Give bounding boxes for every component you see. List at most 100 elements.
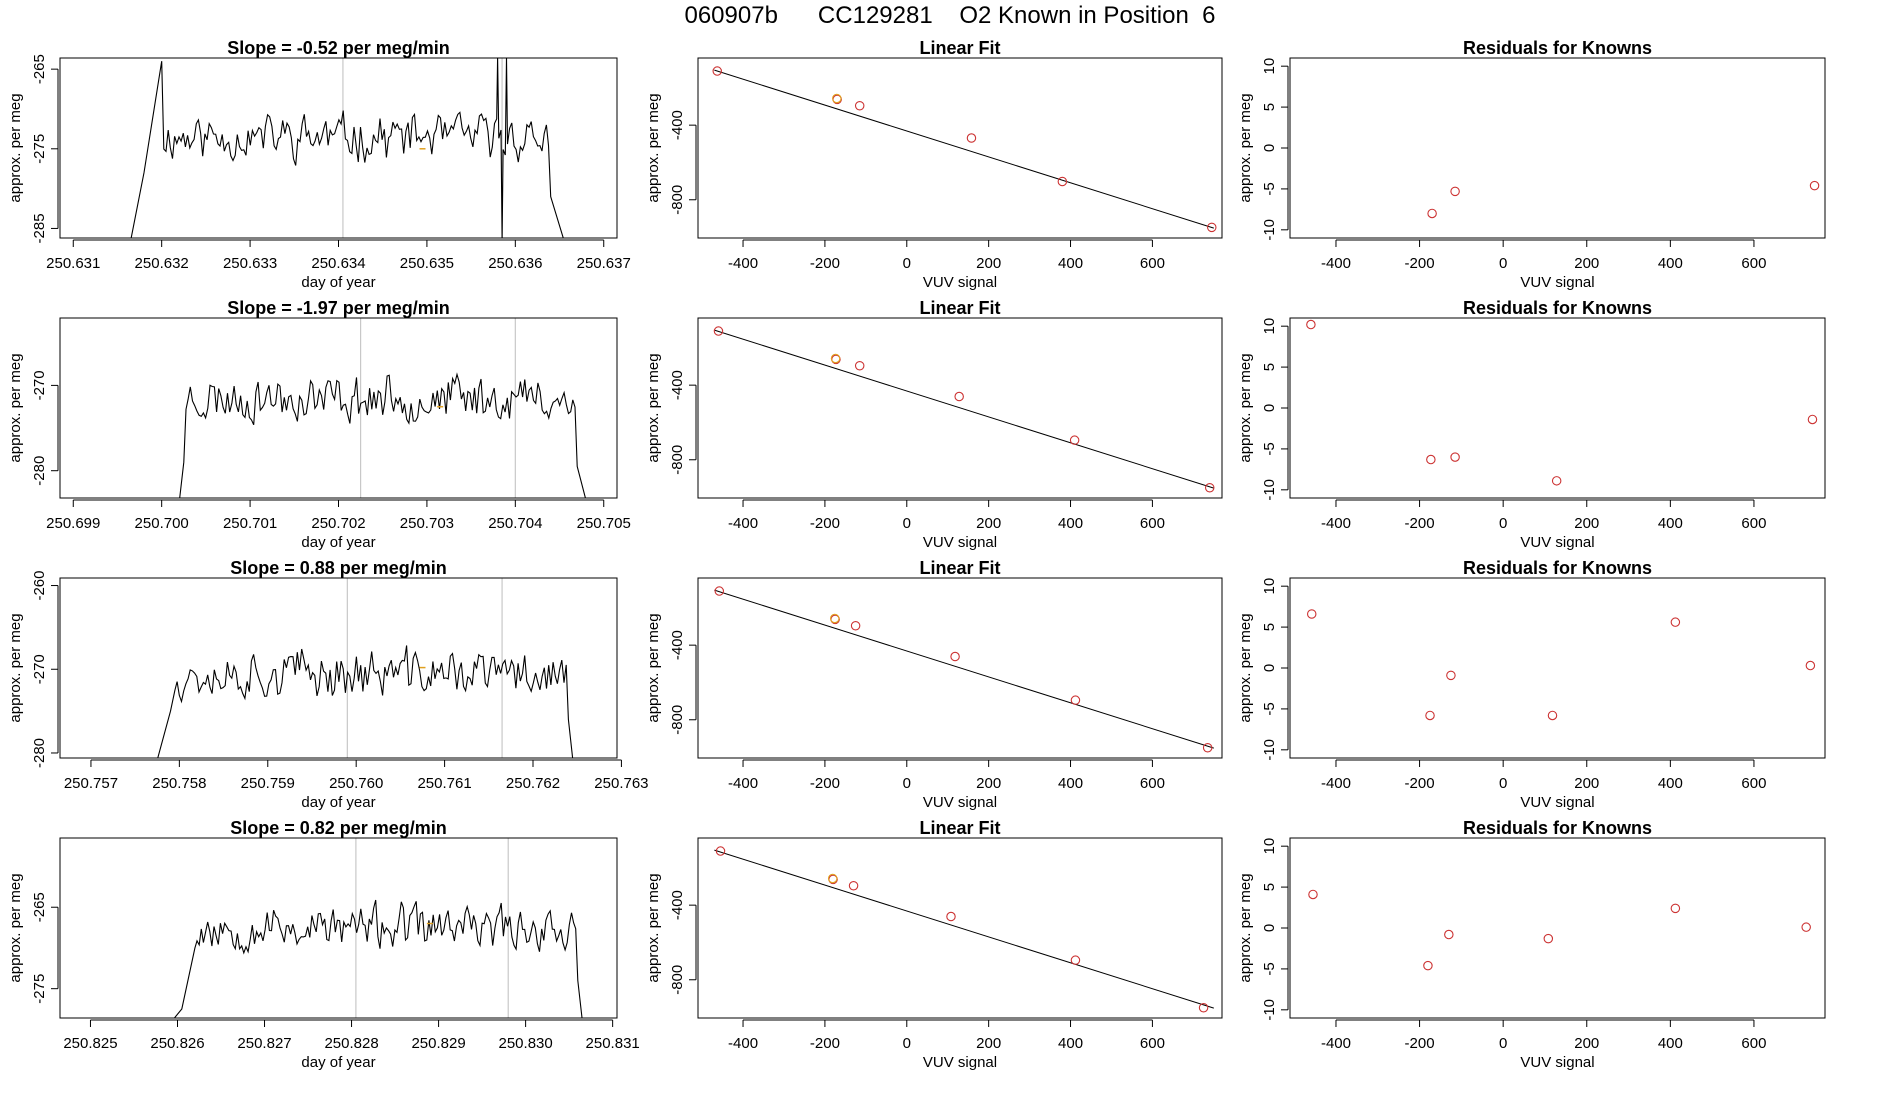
plot-frame bbox=[697, 837, 1223, 1019]
panel-residuals-1: Residuals for Knowns -400 -200 0 200 400 600 VU… bbox=[1237, 298, 1826, 551]
x-tick-label: 600 bbox=[1741, 1035, 1766, 1052]
data-point bbox=[1308, 889, 1318, 900]
panel-title: Linear Fit bbox=[919, 558, 1000, 578]
plot-frame bbox=[1289, 57, 1826, 239]
x-tick-label: 600 bbox=[1140, 255, 1165, 272]
data-point bbox=[1423, 960, 1433, 971]
x-tick-label: 250.631 bbox=[46, 255, 100, 272]
plot-frame bbox=[59, 837, 618, 1019]
x-tick-label: 250.703 bbox=[400, 515, 454, 532]
highlight-point bbox=[829, 613, 840, 624]
x-tick-label: 250.705 bbox=[577, 515, 631, 532]
y-axis: 10 5 0 -5 -10 approx. per meg bbox=[1237, 58, 1289, 241]
x-tick-label: 400 bbox=[1058, 1035, 1083, 1052]
x-tick-label: 0 bbox=[1499, 1035, 1507, 1052]
x-tick-label: -200 bbox=[810, 775, 840, 792]
fit-line bbox=[714, 849, 1214, 1009]
y-axis: -400 -800 approx. per meg bbox=[645, 353, 697, 475]
x-axis: -400 -200 0 200 400 600 VUV signal bbox=[728, 759, 1165, 811]
x-tick-label: 250.637 bbox=[577, 255, 631, 272]
panel-title: Residuals for Knowns bbox=[1463, 38, 1652, 58]
y-axis-label: approx. per meg bbox=[7, 353, 24, 462]
data-point bbox=[1202, 742, 1213, 753]
data-layer bbox=[712, 66, 1217, 233]
data-point bbox=[1444, 929, 1454, 940]
plot-frame bbox=[697, 577, 1223, 759]
plot-frame bbox=[1289, 577, 1826, 759]
fit-line bbox=[714, 69, 1214, 229]
series-line bbox=[173, 899, 583, 1018]
data-point bbox=[714, 586, 725, 596]
x-axis: -400 -200 0 200 400 600 VUV signal bbox=[1321, 239, 1766, 291]
y-tick-label: 10 bbox=[1261, 318, 1278, 335]
data-point bbox=[1801, 922, 1811, 932]
x-axis: 250.699 250.700 250.701 250.702 250.703 250.7… bbox=[46, 499, 631, 551]
x-axis: -400 -200 0 200 400 600 VUV signal bbox=[728, 239, 1165, 291]
x-tick-label: 250.702 bbox=[311, 515, 365, 532]
data-point bbox=[1551, 476, 1562, 486]
x-tick-label: 250.704 bbox=[488, 515, 542, 532]
x-axis: 250.757 250.758 250.759 250.760 250.761 250.7… bbox=[64, 759, 649, 811]
y-axis-label: approx. per meg bbox=[7, 613, 24, 722]
y-axis-label: approx. per meg bbox=[1237, 873, 1254, 982]
x-tick-label: 0 bbox=[903, 255, 911, 272]
y-axis: -270 -280 approx. per meg bbox=[7, 353, 59, 486]
y-axis-label: approx. per meg bbox=[1237, 613, 1254, 722]
panel-title: Residuals for Knowns bbox=[1463, 818, 1652, 838]
data-point bbox=[713, 326, 724, 336]
data-point bbox=[712, 66, 722, 76]
x-tick-label: 400 bbox=[1658, 775, 1683, 792]
data-point bbox=[950, 651, 960, 662]
data-point bbox=[854, 101, 865, 111]
x-tick-label: 200 bbox=[976, 255, 1001, 272]
x-tick-label: -400 bbox=[1321, 255, 1351, 272]
y-axis-label: approx. per meg bbox=[645, 873, 662, 982]
x-axis-label: VUV signal bbox=[1520, 534, 1594, 551]
y-tick-label: 0 bbox=[1261, 924, 1278, 932]
data-layer bbox=[714, 586, 1214, 753]
x-tick-label: 250.762 bbox=[506, 775, 560, 792]
y-tick-label: -275 bbox=[31, 134, 48, 164]
x-tick-label: 0 bbox=[903, 775, 911, 792]
panel-title: Linear Fit bbox=[919, 818, 1000, 838]
panel-title: Linear Fit bbox=[919, 298, 1000, 318]
x-tick-label: 400 bbox=[1658, 255, 1683, 272]
y-axis-label: approx. per meg bbox=[1237, 93, 1254, 202]
data-point bbox=[1427, 208, 1437, 219]
x-axis-label: day of year bbox=[301, 534, 375, 551]
data-layer bbox=[1306, 319, 1818, 486]
x-tick-label: -200 bbox=[810, 255, 840, 272]
x-axis: -400 -200 0 200 400 600 VUV signal bbox=[728, 499, 1165, 551]
y-tick-label: -400 bbox=[669, 370, 686, 400]
x-tick-label: 600 bbox=[1741, 515, 1766, 532]
data-point bbox=[1207, 222, 1217, 233]
x-tick-label: 250.633 bbox=[223, 255, 277, 272]
data-layer bbox=[713, 326, 1215, 493]
x-tick-label: 0 bbox=[1499, 255, 1507, 272]
x-tick-label: 250.761 bbox=[417, 775, 471, 792]
data-layer bbox=[157, 645, 574, 758]
data-layer bbox=[1427, 180, 1820, 219]
y-tick-label: 10 bbox=[1261, 838, 1278, 855]
x-axis-label: VUV signal bbox=[923, 1054, 997, 1071]
y-axis-label: approx. per meg bbox=[645, 353, 662, 462]
x-tick-label: 250.760 bbox=[329, 775, 383, 792]
y-tick-label: -260 bbox=[31, 571, 48, 601]
x-tick-label: 0 bbox=[903, 1035, 911, 1052]
data-layer bbox=[173, 899, 583, 1018]
panel-title: Slope = 0.82 per meg/min bbox=[230, 818, 447, 838]
y-tick-label: 0 bbox=[1261, 144, 1278, 152]
y-tick-label: 0 bbox=[1261, 664, 1278, 672]
x-tick-label: 250.701 bbox=[223, 515, 277, 532]
data-point bbox=[954, 391, 964, 402]
y-tick-label: -270 bbox=[31, 654, 48, 684]
data-point bbox=[1426, 454, 1436, 465]
y-axis-label: approx. per meg bbox=[7, 873, 24, 982]
x-tick-label: 250.757 bbox=[64, 775, 118, 792]
x-axis-label: VUV signal bbox=[923, 534, 997, 551]
y-tick-label: -10 bbox=[1261, 999, 1278, 1021]
plot-frame bbox=[697, 317, 1223, 499]
x-axis: 250.631 250.632 250.633 250.634 250.635 250.6… bbox=[46, 239, 631, 291]
